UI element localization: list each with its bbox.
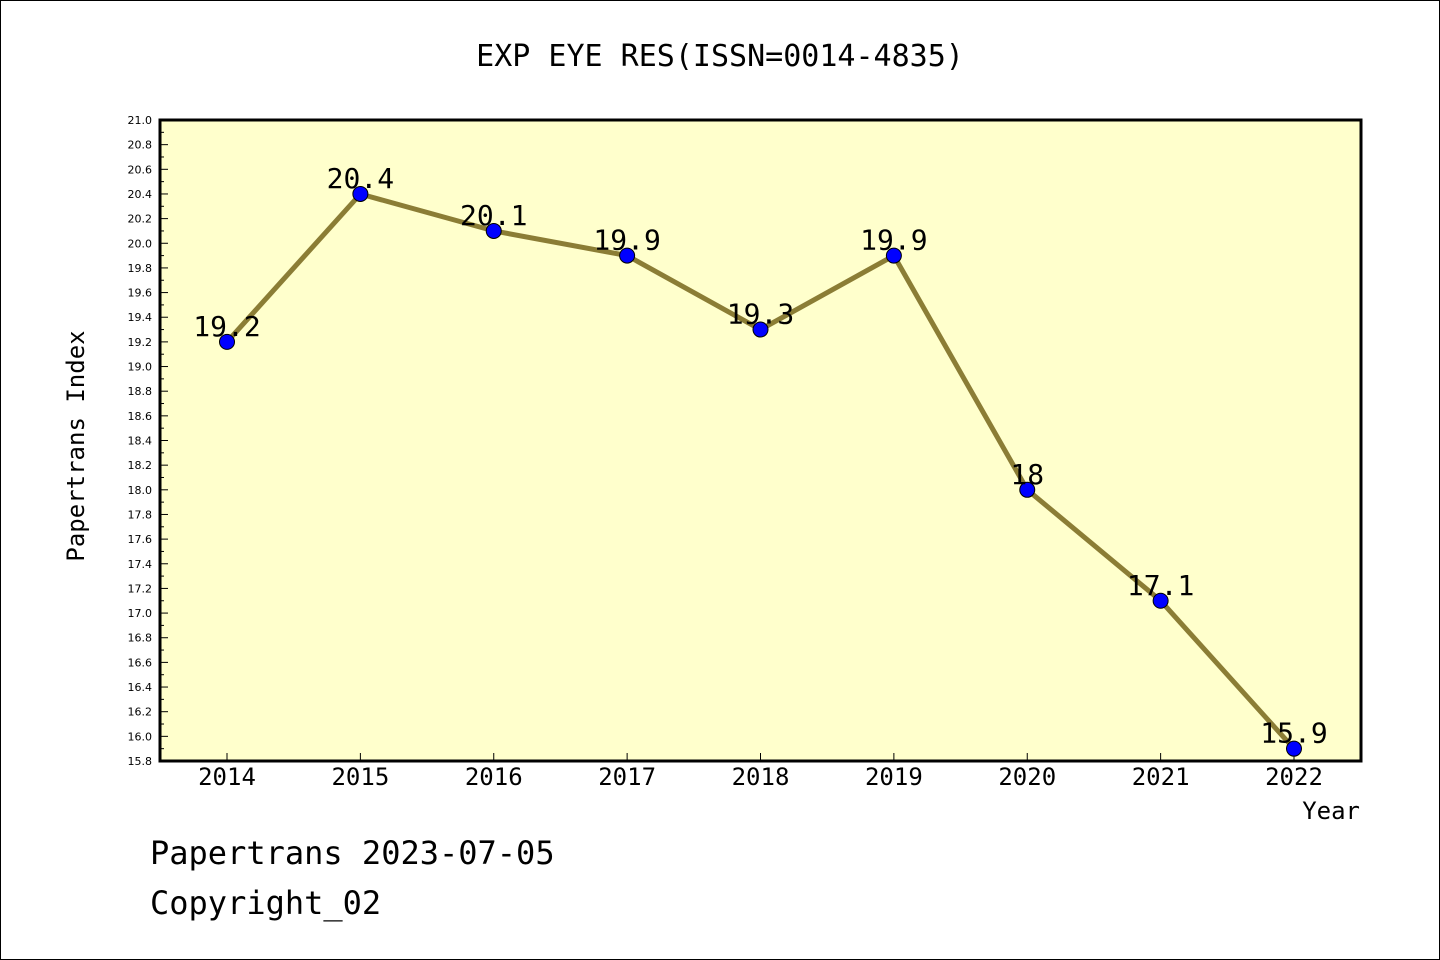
y-tick-label: 15.8 (128, 755, 153, 768)
data-label-2016: 20.1 (460, 199, 527, 232)
y-tick-label: 19.6 (128, 287, 153, 300)
x-axis: 2014 2015 2016 2017 2018 2019 2020 2021 2022 (198, 753, 1323, 791)
y-tick-label: 16.6 (128, 656, 153, 669)
y-tick-label: 17.0 (128, 607, 153, 620)
y-tick-label: 17.8 (128, 508, 153, 521)
y-tick-label: 19.2 (128, 336, 153, 349)
y-tick-label: 16.2 (128, 706, 153, 719)
data-point-2015 (352, 185, 369, 202)
y-tick-label: 20.2 (128, 213, 153, 226)
data-label-2014: 19.2 (193, 310, 260, 343)
data-label-2017: 19.9 (593, 224, 660, 257)
plot-area (158, 118, 1363, 763)
y-tick-label: 16.8 (128, 632, 153, 645)
series-line-group: 19.2 20.4 20.1 19.9 19.3 19.9 18 17.1 15.9 (193, 162, 1328, 757)
x-tick-label: 2022 (1265, 763, 1323, 791)
y-tick-label: 20.8 (128, 139, 153, 152)
data-label-2019: 19.9 (860, 224, 927, 257)
data-label-2021: 17.1 (1127, 569, 1194, 602)
y-axis: 15.8 16.0 16.2 16.4 16.6 16.8 17.0 17.2 17.4 17.6… (128, 114, 168, 768)
y-tick-label: 18.0 (128, 484, 153, 497)
y-tick-label: 20.4 (128, 188, 153, 201)
data-point-2018 (752, 321, 769, 338)
y-tick-label: 17.4 (128, 558, 153, 571)
chart-title: EXP EYE RES(ISSN=0014-4835) (476, 39, 964, 74)
x-axis-label: Year (1302, 797, 1360, 825)
x-tick-label: 2015 (331, 763, 389, 791)
x-tick-label: 2021 (1132, 763, 1190, 791)
footer-copyright: Copyright_02 (150, 884, 382, 922)
data-point-2020 (1019, 481, 1036, 498)
footer-date: Papertrans 2023-07-05 (150, 834, 555, 872)
data-point-2019 (885, 247, 902, 264)
y-tick-label: 18.6 (128, 410, 153, 423)
data-label-2020: 18 (1010, 458, 1044, 491)
data-point-2022 (1286, 740, 1302, 757)
x-tick-label: 2018 (732, 763, 790, 791)
y-tick-label: 18.8 (128, 385, 153, 398)
y-tick-label: 16.4 (128, 681, 153, 694)
data-point-2017 (619, 247, 636, 264)
x-tick-label: 2016 (465, 763, 523, 791)
y-tick-label: 20.0 (128, 237, 153, 250)
y-tick-label: 18.4 (128, 435, 153, 448)
data-label-2018: 19.3 (727, 298, 794, 331)
x-tick-label: 2019 (865, 763, 923, 791)
y-tick-label: 17.6 (128, 533, 153, 546)
y-tick-label: 20.6 (128, 163, 153, 176)
data-label-2015: 20.4 (327, 162, 394, 195)
y-tick-label: 19.8 (128, 262, 153, 275)
y-tick-label: 17.2 (128, 582, 153, 595)
y-tick-label: 21.0 (128, 114, 153, 127)
data-label-2022: 15.9 (1260, 717, 1327, 750)
data-point-2016 (485, 222, 502, 239)
data-point-2021 (1152, 592, 1169, 609)
y-tick-label: 19.0 (128, 361, 153, 374)
data-point-2014 (219, 333, 235, 350)
x-tick-label: 2020 (998, 763, 1056, 791)
y-tick-label: 19.4 (128, 311, 153, 324)
y-tick-label: 18.2 (128, 459, 153, 472)
y-tick-label: 16.0 (128, 730, 153, 743)
x-tick-label: 2014 (198, 763, 256, 791)
y-axis-label: Papertrans Index (62, 330, 90, 561)
x-tick-label: 2017 (598, 763, 656, 791)
